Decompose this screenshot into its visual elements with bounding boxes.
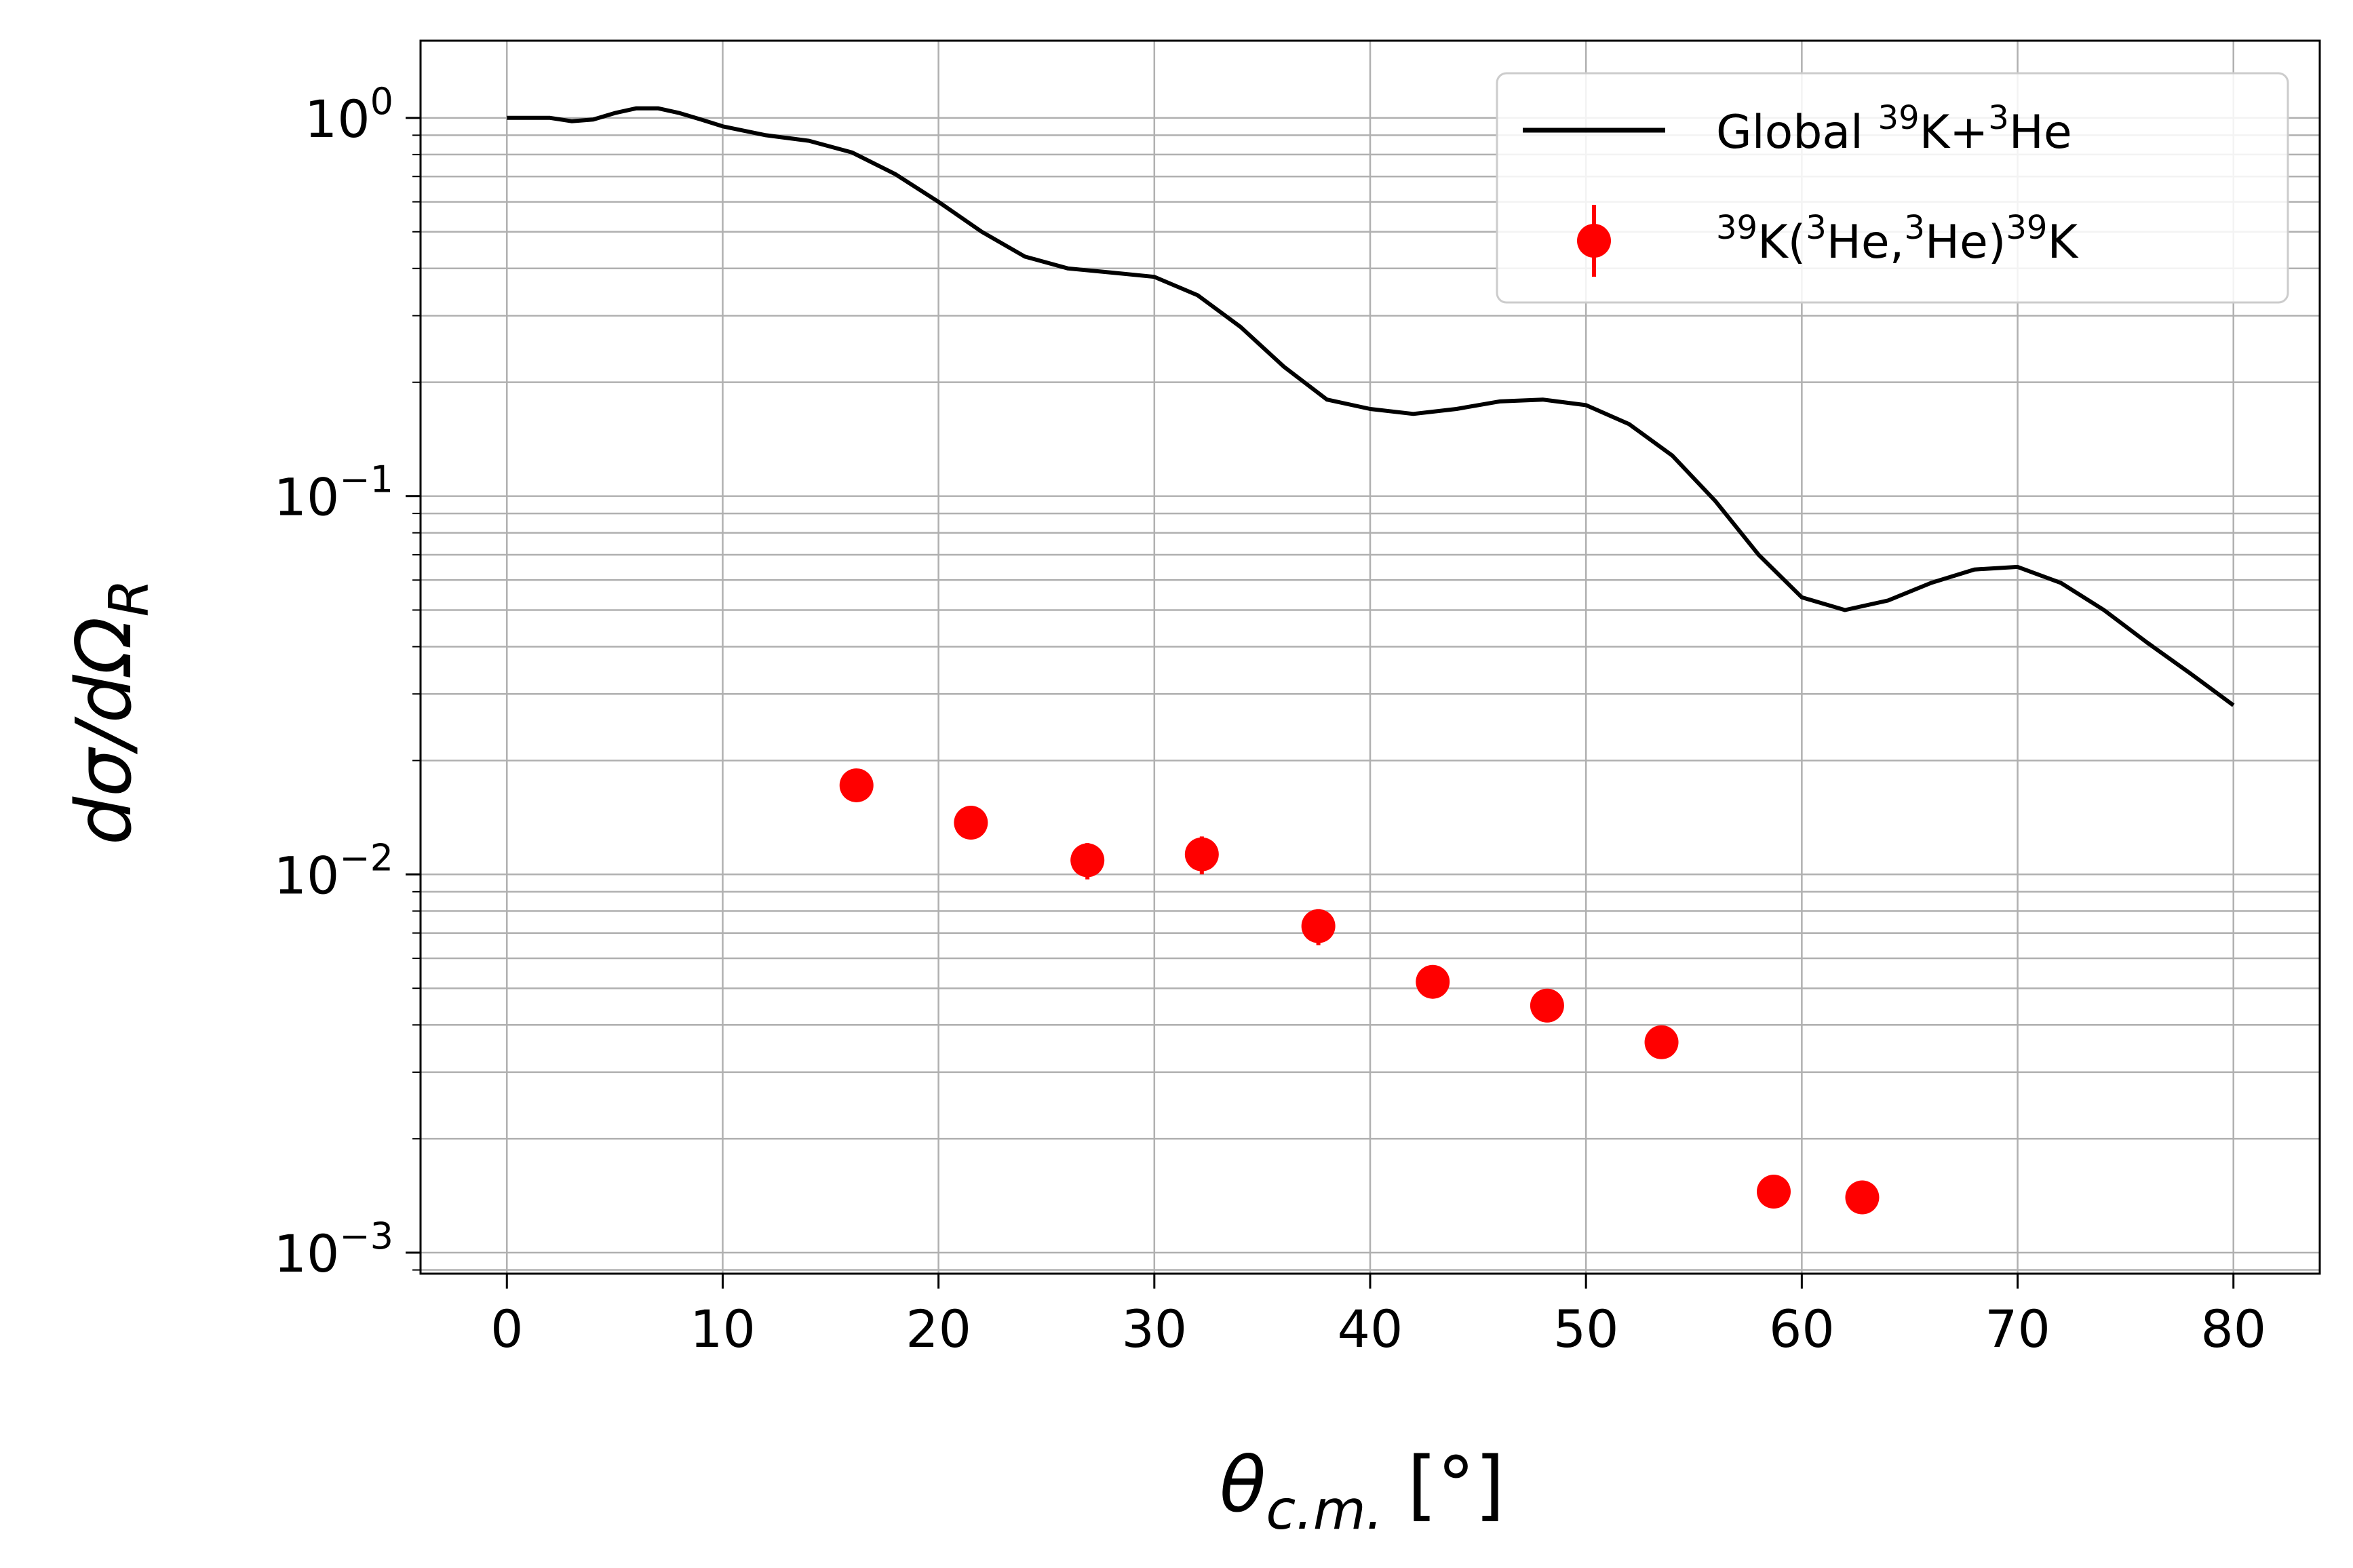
y-axis-label: dσ/dΩR	[60, 579, 161, 845]
y-tick-label-exponent: 0	[370, 80, 393, 123]
data-point	[1416, 964, 1450, 999]
x-tick-label: 0	[490, 1299, 523, 1359]
y-tick-label-exponent: −1	[339, 458, 393, 501]
data-point	[1757, 1175, 1791, 1209]
legend-text-part: He)	[1925, 216, 2006, 269]
legend-marker-swatch	[1577, 224, 1611, 258]
legend-superscript: 39	[1878, 99, 1920, 137]
ticks	[406, 117, 2235, 1289]
x-tick-label: 80	[2200, 1299, 2266, 1359]
y-tick-label: 100	[305, 80, 393, 149]
y-tick-label-base: 10	[274, 467, 340, 528]
data-point	[954, 806, 988, 840]
y-tick-label-exponent: −2	[339, 836, 393, 879]
legend-superscript: 3	[1904, 209, 1925, 247]
y-tick-label-base: 10	[305, 89, 370, 149]
legend-label-data: 39K(3He,3He)39K	[1716, 209, 2079, 269]
data-point	[1070, 843, 1105, 878]
points-layer	[839, 768, 1880, 1215]
x-tick-label: 10	[690, 1299, 756, 1359]
y-tick-label-base: 10	[274, 1223, 340, 1284]
legend-text-part: He,	[1827, 216, 1905, 269]
x-tick-label: 20	[906, 1299, 971, 1359]
data-point	[1644, 1025, 1679, 1059]
curve-layer	[507, 106, 2235, 707]
legend-text-part: He	[2009, 106, 2072, 159]
x-tick-label: 70	[1985, 1299, 2050, 1359]
series-global-curve	[507, 106, 2235, 707]
data-point	[1845, 1180, 1880, 1215]
x-axis-label-theta: θ	[1220, 1441, 1266, 1529]
legend-superscript: 3	[1806, 209, 1827, 247]
y-axis-label-sub: R	[98, 579, 161, 617]
x-axis-label: θc.m. [°]	[1220, 1441, 1504, 1542]
legend-label-global: Global 39K+3He	[1716, 99, 2072, 159]
data-point	[1301, 909, 1336, 943]
data-point	[1184, 837, 1219, 871]
legend: Global 39K+3He 39K(3He,3He)39K	[1496, 72, 2289, 304]
y-tick-label: 10−1	[274, 458, 393, 528]
legend-text-part: K	[2047, 216, 2079, 269]
x-tick-label: 30	[1121, 1299, 1187, 1359]
data-point	[839, 768, 874, 802]
x-tick-label: 50	[1553, 1299, 1619, 1359]
legend-frame	[1496, 72, 2289, 304]
y-tick-label-base: 10	[274, 845, 340, 905]
y-tick-label-exponent: −3	[339, 1215, 393, 1257]
x-tick-label: 60	[1769, 1299, 1835, 1359]
y-tick-label: 10−2	[274, 836, 393, 905]
legend-superscript: 3	[1988, 99, 2009, 137]
legend-text-part: Global	[1716, 106, 1878, 159]
legend-text-part: K+	[1920, 106, 1989, 159]
y-tick-label: 10−3	[274, 1215, 393, 1284]
legend-superscript: 39	[1716, 209, 1757, 247]
x-axis-label-unit: [°]	[1383, 1441, 1504, 1529]
legend-text-part: K(	[1757, 216, 1806, 269]
legend-superscript: 39	[2006, 209, 2047, 247]
data-point	[1530, 988, 1564, 1023]
x-axis-label-sub: c.m.	[1266, 1478, 1383, 1542]
x-tick-label: 40	[1338, 1299, 1403, 1359]
